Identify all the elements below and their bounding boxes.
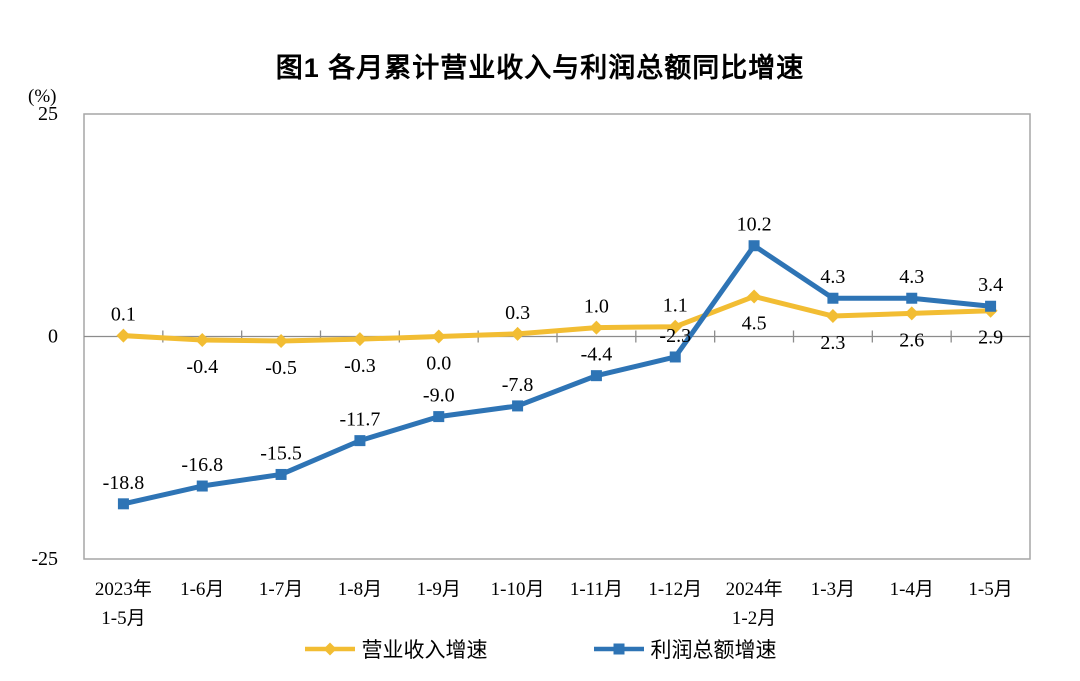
x-axis-label: 1-8月	[338, 579, 382, 600]
legend-label-profit-growth: 利润总额增速	[650, 638, 777, 662]
profit-growth-data-label: 4.3	[899, 266, 924, 288]
revenue-growth-marker	[668, 319, 683, 334]
x-axis-label: 1-6月	[180, 579, 224, 600]
profit-growth-data-label: -18.8	[103, 472, 145, 494]
legend-item-revenue-growth: 营业收入增速	[304, 634, 488, 664]
revenue-growth-marker	[431, 329, 446, 344]
legend: 营业收入增速 利润总额增速	[0, 634, 1080, 664]
profit-growth-line	[120, 243, 994, 507]
chart-title: 图1 各月累计营业收入与利润总额同比增速	[275, 53, 805, 83]
revenue-growth-data-label: 1.1	[663, 295, 688, 317]
revenue-growth-marker	[747, 289, 762, 304]
revenue-growth-marker	[589, 320, 604, 335]
revenue-growth-data-label: -0.3	[344, 355, 376, 377]
x-axis-label: 2024年	[726, 578, 783, 600]
y-axis-tick-label: 25	[38, 103, 58, 125]
profit-growth-marker	[275, 468, 287, 480]
profit-growth-marker	[590, 370, 602, 382]
x-axis-label: 1-7月	[259, 579, 303, 600]
revenue-growth-data-label: -0.4	[186, 356, 218, 378]
revenue-growth-data-label: 4.5	[742, 312, 767, 334]
revenue-growth-data-label: 0.0	[426, 353, 451, 375]
revenue-growth-data-label: 2.6	[899, 329, 924, 351]
x-axis-label: 1-5月	[101, 608, 145, 629]
profit-growth-data-label: -11.7	[339, 409, 380, 431]
revenue-growth-line	[120, 293, 994, 344]
x-axis-label: 1-10月	[491, 579, 545, 600]
profit-growth-marker	[117, 498, 129, 510]
legend-label-revenue-growth: 营业收入增速	[361, 638, 488, 662]
revenue-growth-data-label: 0.3	[505, 302, 530, 324]
profit-growth-data-label: 4.3	[820, 266, 845, 288]
revenue-growth-marker	[510, 326, 525, 341]
profit-growth-legend-marker-shape	[613, 643, 624, 655]
x-axis-label: 1-9月	[417, 579, 461, 600]
revenue-growth-data-label: 2.3	[820, 332, 845, 354]
x-axis-label: 1-5月	[968, 579, 1012, 600]
revenue-growth-data-label: 2.9	[978, 327, 1003, 349]
profit-growth-marker	[827, 292, 839, 304]
revenue-growth-marker	[352, 332, 367, 347]
x-axis-label: 1-12月	[648, 579, 702, 600]
revenue-growth-marker	[904, 306, 919, 321]
revenue-growth-legend-marker-shape	[323, 642, 336, 656]
profit-growth-marker	[748, 240, 760, 252]
profit-growth-marker	[354, 435, 366, 447]
profit-growth-data-label: -2.3	[659, 325, 691, 347]
profit-growth-marker	[433, 411, 445, 423]
x-axis-label: 1-2月	[732, 608, 776, 629]
x-axis-label: 2023年	[95, 578, 152, 600]
profit-growth-data-label: 3.4	[978, 274, 1003, 296]
legend-item-profit-growth: 利润总额增速	[593, 634, 777, 664]
profit-growth-marker	[669, 351, 681, 363]
profit-growth-marker	[985, 300, 997, 312]
profit-growth-legend-marker-icon	[593, 643, 644, 655]
profit-growth-data-label: 10.2	[737, 214, 772, 236]
y-axis-tick-label: 0	[48, 326, 58, 348]
revenue-growth-data-label: 1.0	[584, 296, 609, 318]
profit-growth-data-label: -16.8	[181, 454, 223, 476]
y-axis-unit-label: (%)	[28, 86, 57, 107]
profit-growth-data-label: -7.8	[502, 374, 534, 396]
y-axis-tick-label: -25	[31, 548, 58, 570]
x-axis-label: 1-3月	[811, 579, 855, 600]
profit-growth-marker	[906, 292, 918, 304]
revenue-growth-marker	[825, 309, 840, 324]
revenue-growth-marker	[274, 333, 289, 348]
profit-growth-data-label: -9.0	[423, 385, 455, 407]
revenue-growth-data-label: 0.1	[111, 304, 136, 326]
profit-growth-data-label: -4.4	[581, 344, 613, 366]
profit-growth-data-label: -15.5	[260, 442, 302, 464]
revenue-growth-marker	[195, 333, 210, 348]
revenue-growth-data-label: -0.5	[265, 357, 297, 379]
revenue-growth-legend-marker-icon	[304, 642, 355, 656]
x-axis-label: 1-4月	[890, 579, 934, 600]
revenue-growth-marker	[116, 328, 131, 343]
profit-growth-marker	[512, 400, 524, 412]
x-axis-label: 1-11月	[570, 579, 623, 600]
profit-growth-marker	[196, 480, 208, 492]
